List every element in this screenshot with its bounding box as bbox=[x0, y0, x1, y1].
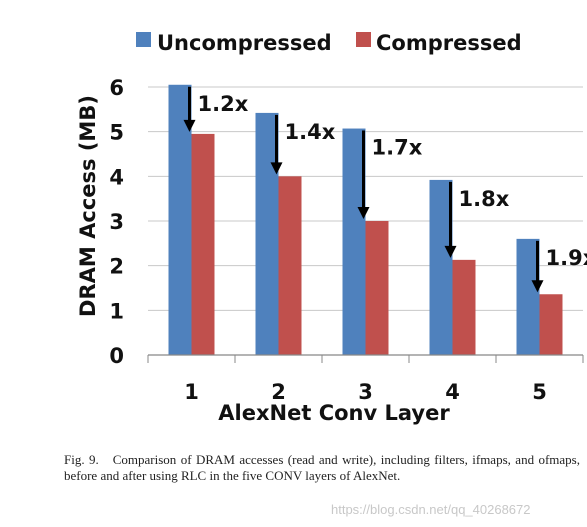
arrow-head-3 bbox=[357, 207, 370, 219]
arrow-head-1 bbox=[183, 119, 196, 132]
bar-compressed-1 bbox=[191, 133, 215, 355]
bar-uncompressed-2 bbox=[255, 112, 279, 355]
bar-compressed-3 bbox=[365, 221, 389, 355]
x-tick-label-3: 3 bbox=[358, 380, 373, 404]
y-axis-ticks: 0 1 2 3 4 5 6 bbox=[109, 76, 124, 368]
x-tick-label-1: 1 bbox=[184, 380, 199, 404]
y-tick-label-4: 4 bbox=[109, 165, 124, 189]
bar-compressed-5 bbox=[539, 294, 563, 355]
x-tick-label-2: 2 bbox=[271, 380, 286, 404]
chart-legend: Uncompressed Compressed bbox=[136, 31, 522, 55]
y-tick-label-1: 1 bbox=[109, 299, 124, 323]
bar-uncompressed-4 bbox=[429, 179, 453, 355]
legend-swatch-uncompressed bbox=[136, 32, 151, 47]
ratio-label-4: 1.8x bbox=[459, 187, 510, 211]
bar-uncompressed-5 bbox=[516, 238, 540, 355]
arrow-head-4 bbox=[444, 245, 457, 258]
bar-uncompressed-1 bbox=[168, 84, 192, 356]
bar-compressed-4 bbox=[452, 259, 476, 355]
caption-text: Comparison of DRAM accesses (read and wr… bbox=[64, 452, 580, 483]
arrow-head-5 bbox=[531, 280, 544, 293]
x-tick-label-5: 5 bbox=[532, 380, 547, 404]
legend-label-uncompressed: Uncompressed bbox=[157, 31, 332, 55]
legend-swatch-compressed bbox=[356, 32, 371, 47]
x-tick-label-4: 4 bbox=[445, 380, 460, 404]
y-tick-label-5: 5 bbox=[109, 121, 124, 145]
caption-label: Fig. 9. bbox=[64, 452, 99, 467]
ratio-label-2: 1.4x bbox=[285, 120, 336, 144]
y-tick-label-6: 6 bbox=[109, 76, 124, 100]
y-axis-title: DRAM Access (MB) bbox=[76, 95, 100, 317]
bar-chart: Uncompressed Compressed 0 1 2 3 4 5 6 1.2x 1.4x… bbox=[76, 31, 587, 425]
figure-caption: Fig. 9. Comparison of DRAM accesses (read… bbox=[64, 452, 580, 484]
bars bbox=[168, 84, 563, 356]
arrow-head-2 bbox=[270, 162, 283, 175]
bar-uncompressed-3 bbox=[342, 128, 366, 355]
x-axis-ticks: 1 2 3 4 5 bbox=[147, 355, 584, 404]
y-tick-label-0: 0 bbox=[109, 344, 124, 368]
y-tick-label-2: 2 bbox=[109, 255, 124, 279]
ratio-label-3: 1.7x bbox=[372, 136, 423, 160]
ratio-label-5: 1.9x bbox=[546, 246, 587, 270]
x-axis-title: AlexNet Conv Layer bbox=[218, 401, 450, 425]
watermark: https://blog.csdn.net/qq_40268672 bbox=[331, 502, 531, 517]
reduction-arrows: 1.2x 1.4x 1.7x 1.8x 1.9x bbox=[183, 86, 587, 293]
bar-compressed-2 bbox=[278, 176, 302, 355]
legend-label-compressed: Compressed bbox=[376, 31, 522, 55]
y-tick-label-3: 3 bbox=[109, 210, 124, 234]
ratio-label-1: 1.2x bbox=[198, 92, 249, 116]
